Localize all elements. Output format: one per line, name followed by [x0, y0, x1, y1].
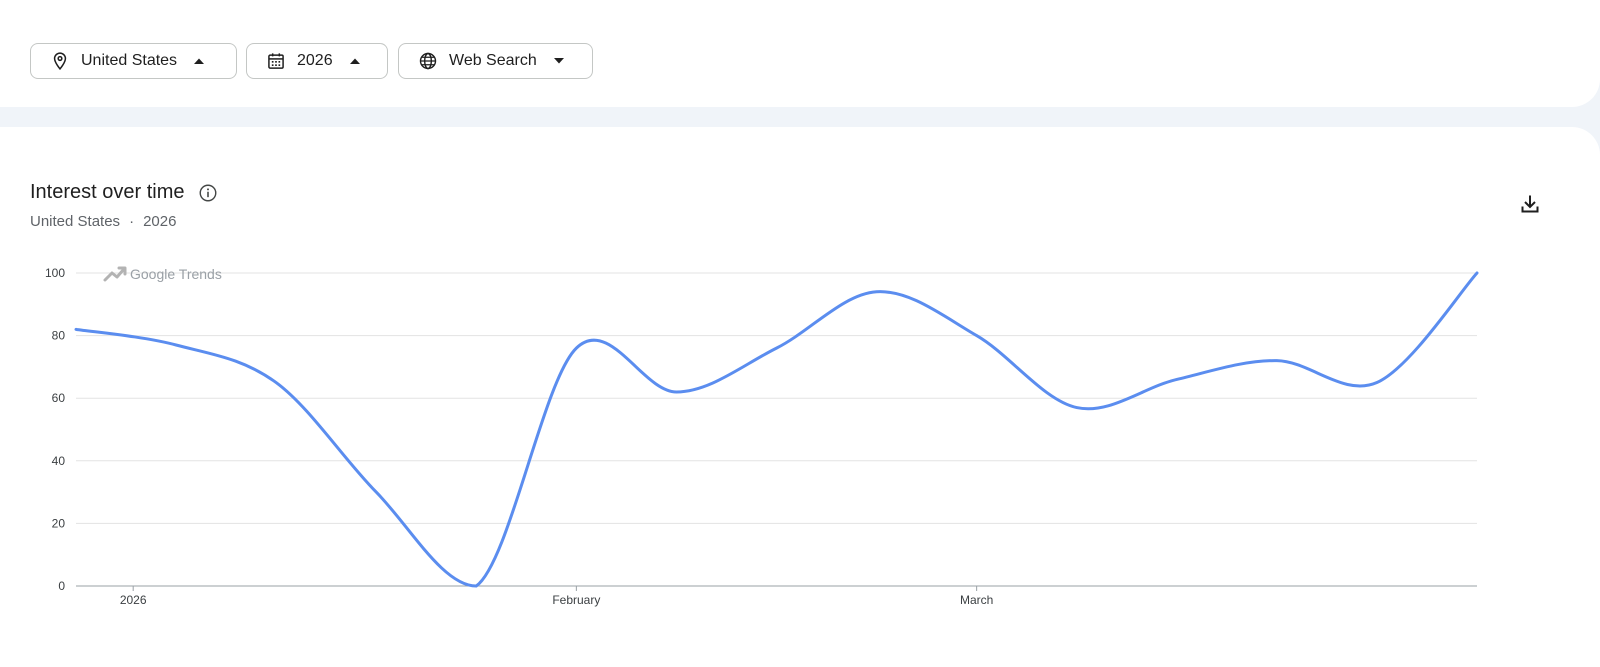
caret-down-icon [553, 56, 565, 66]
interest-line-chart: 0 20 40 60 80 100 Google Trends 2026 February M… [45, 266, 1483, 607]
y-tick-label: 60 [52, 391, 66, 405]
download-icon [1518, 192, 1542, 216]
series-line[interactable] [74, 271, 1479, 588]
data-point[interactable] [1271, 355, 1283, 367]
y-tick-label: 80 [52, 329, 66, 343]
subtitle-period: 2026 [143, 213, 177, 230]
data-point[interactable] [670, 386, 682, 398]
search-type-filter-label: Web Search [449, 52, 537, 69]
location-filter-label: United States [81, 52, 178, 69]
data-point[interactable] [570, 342, 582, 354]
data-point[interactable] [170, 339, 182, 351]
globe-icon [418, 51, 438, 71]
data-point[interactable] [70, 323, 82, 335]
data-point[interactable] [270, 377, 282, 389]
calendar-icon [266, 51, 286, 71]
data-point[interactable] [871, 286, 883, 298]
location-filter-button[interactable]: United States [30, 43, 237, 79]
data-point[interactable] [1171, 373, 1183, 385]
y-tick-label: 100 [45, 266, 65, 280]
data-point[interactable] [370, 486, 382, 498]
data-point[interactable] [1071, 402, 1083, 414]
filter-bar: United States 2026 Web Search [0, 0, 1600, 107]
download-button[interactable] [1516, 190, 1544, 218]
y-tick-label: 0 [58, 579, 65, 593]
caret-up-icon [193, 56, 205, 66]
data-point[interactable] [971, 330, 983, 342]
watermark-label: Google Trends [130, 266, 222, 282]
subtitle-separator: · [129, 213, 135, 230]
x-tick-label: 2026 [120, 593, 147, 607]
y-tick-label: 40 [52, 454, 66, 468]
caret-up-icon [349, 56, 361, 66]
data-point[interactable] [470, 580, 482, 592]
google-trends-watermark: Google Trends [103, 266, 222, 282]
x-tick-label: March [960, 593, 993, 607]
year-filter-button[interactable]: 2026 [246, 43, 388, 79]
info-icon[interactable] [198, 183, 218, 203]
search-type-filter-button[interactable]: Web Search [398, 43, 593, 79]
trend-arrow-icon [103, 266, 127, 282]
y-tick-label: 20 [52, 516, 66, 530]
x-tick-label: February [552, 593, 600, 607]
subtitle-location: United States [30, 213, 121, 230]
data-point[interactable] [771, 342, 783, 354]
chart-subtitle: United States · 2026 [30, 213, 176, 230]
data-point[interactable] [1371, 377, 1383, 389]
interest-over-time-card: Interest over time United States · 2026 0 2… [0, 127, 1600, 667]
year-filter-label: 2026 [297, 52, 333, 69]
chart-title: Interest over time [30, 181, 185, 203]
data-point[interactable] [1471, 267, 1483, 279]
chart-header: Interest over time [30, 181, 218, 204]
location-pin-icon [50, 51, 70, 71]
